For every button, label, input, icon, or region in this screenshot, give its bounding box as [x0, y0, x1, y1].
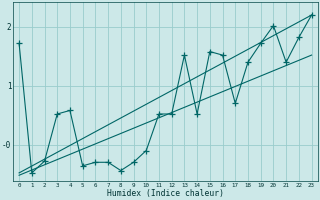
X-axis label: Humidex (Indice chaleur): Humidex (Indice chaleur) [107, 189, 224, 198]
